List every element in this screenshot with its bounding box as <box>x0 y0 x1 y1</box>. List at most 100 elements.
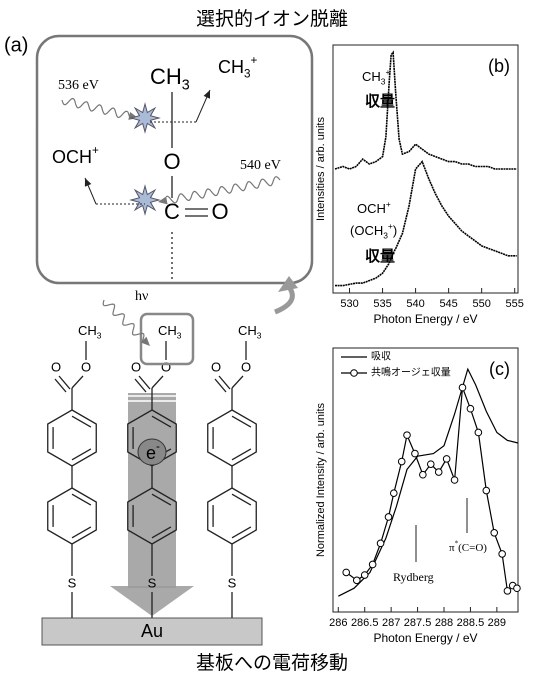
ring-double-bond <box>232 449 251 460</box>
series-marker <box>483 487 490 494</box>
bond <box>135 379 146 392</box>
substrate-label: Au <box>141 621 163 641</box>
series-marker <box>369 561 376 568</box>
oxygen-label: O <box>131 359 141 374</box>
series-marker <box>427 461 434 468</box>
series-label-part: OCH <box>357 201 386 216</box>
figure-title: 選択的イオン脱離 <box>196 8 348 30</box>
methyl-label-part: 3 <box>177 331 182 341</box>
series-marker <box>435 469 442 476</box>
x-tick-label: 540 <box>406 298 424 310</box>
series-label: OCH+ <box>357 199 391 216</box>
x-tick-label: 530 <box>340 298 358 310</box>
bond <box>72 376 83 388</box>
series-marker <box>404 432 411 439</box>
methyl-label-part: CH <box>158 323 177 338</box>
oxygen-label: O <box>51 359 61 374</box>
legend-label: 吸収 <box>371 351 391 363</box>
methyl-label-part: 3 <box>97 331 102 341</box>
y-axis-label: Normalized Intensity / arb. units <box>315 402 327 557</box>
series-marker <box>504 588 511 595</box>
excitation-burst <box>131 186 159 214</box>
ring-double-bond <box>72 527 91 538</box>
panel-label: (b) <box>488 56 510 76</box>
series-marker <box>398 458 405 465</box>
annotation: Rydberg <box>393 570 434 584</box>
panel-label: (a) <box>4 34 28 56</box>
x-axis-label: Photon Energy / eV <box>373 312 477 326</box>
series-marker <box>443 456 450 463</box>
electron-label-part: - <box>156 440 160 453</box>
series-label-part: 3 <box>383 231 388 241</box>
series-label: 収量 <box>365 247 395 265</box>
series-label-part: + <box>385 67 390 77</box>
y-axis-label: Intensities / arb. units <box>315 117 327 221</box>
series-label-part: ) <box>393 223 397 238</box>
series-label-part: + <box>386 199 391 209</box>
ring-double-bond <box>72 416 91 427</box>
x-tick-label: 288.5 <box>457 617 485 629</box>
x-tick-label: 288 <box>435 617 453 629</box>
series-marker <box>491 530 498 537</box>
series-label-part: 3 <box>381 77 386 87</box>
legend-label: 共鳴オージェ収量 <box>371 366 451 379</box>
ion-label: OCH+ <box>52 144 99 167</box>
x-tick-label: 535 <box>373 298 391 310</box>
x-tick-label: 286 <box>329 617 347 629</box>
series-marker <box>361 572 368 579</box>
bond <box>55 379 66 392</box>
oxygen-label: O <box>81 359 91 374</box>
methyl-label-part: CH <box>78 323 97 338</box>
series-marker <box>377 540 384 547</box>
x-tick-label: 555 <box>506 298 524 310</box>
benzene-ring <box>48 410 96 466</box>
ring-double-bond <box>72 449 91 460</box>
series-marker <box>451 477 458 484</box>
photon-label: hν <box>135 289 148 304</box>
electron-label-part: e <box>146 443 156 463</box>
bond <box>215 379 226 392</box>
series-marker <box>499 551 506 558</box>
series-marker <box>343 569 350 576</box>
annotation: π*(C=O) <box>449 539 487 553</box>
series-marker <box>459 384 466 391</box>
oxygen-label: O <box>211 359 221 374</box>
ring-double-bond <box>232 527 251 538</box>
oxygen-label: O <box>161 359 171 374</box>
bond <box>232 376 243 388</box>
methyl-label: CH3 <box>78 323 102 340</box>
energy-label: 540 eV <box>240 158 281 173</box>
oxygen-label: O <box>163 149 180 174</box>
x-tick-label: 545 <box>439 298 457 310</box>
series-label: (OCH3+) <box>350 221 397 241</box>
series-marker <box>412 450 419 457</box>
ring-double-bond <box>232 494 251 505</box>
series-marker <box>475 429 482 436</box>
energy-label: 536 eV <box>58 78 99 93</box>
methyl-label-part: 3 <box>182 77 190 93</box>
figure: 選択的イオン脱離 基板への電荷移動 (a) CH3OCO536 eV540 eV… <box>0 0 545 679</box>
x-axis-label: Photon Energy / eV <box>373 631 477 645</box>
bond <box>152 376 163 388</box>
x-tick-label: 289 <box>488 617 506 629</box>
series-label-part: (OCH <box>350 223 383 238</box>
ion-label-part: OCH <box>52 147 92 167</box>
ring-double-bond <box>232 416 251 427</box>
excitation-burst <box>131 104 159 132</box>
benzene-ring <box>208 410 256 466</box>
ring-double-bond <box>72 494 91 505</box>
bond <box>59 376 70 389</box>
series-label-part: CH <box>362 69 381 84</box>
series-marker <box>514 585 521 592</box>
methyl-label-part: 3 <box>257 331 262 341</box>
highlight-box <box>141 314 193 364</box>
benzene-ring <box>48 488 96 544</box>
x-tick-label: 286.5 <box>351 617 379 629</box>
legend-marker <box>351 370 358 377</box>
methyl-label: CH3 <box>158 323 182 340</box>
methyl-label-part: CH <box>238 323 257 338</box>
oxygen-label: O <box>241 359 251 374</box>
photon-wave <box>103 300 144 342</box>
series-label: 収量 <box>365 92 395 110</box>
methyl-label: CH3 <box>238 323 262 340</box>
